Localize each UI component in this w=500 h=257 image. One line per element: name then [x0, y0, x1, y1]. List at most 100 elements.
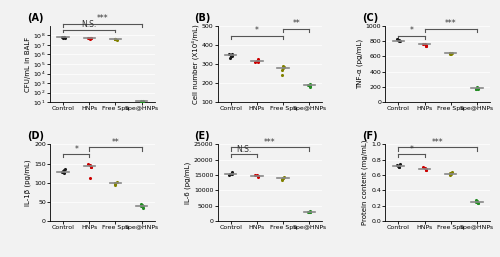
Point [86, 165, 94, 169]
Text: (D): (D) [27, 131, 44, 141]
Point [474, 199, 482, 203]
Point [254, 175, 262, 179]
Y-axis label: CFU/mL in BALF: CFU/mL in BALF [24, 36, 30, 92]
Point [278, 178, 286, 182]
Point [419, 165, 427, 169]
Y-axis label: TNF-α (pg/mL): TNF-α (pg/mL) [356, 39, 363, 89]
Point [58, 170, 66, 174]
Point [306, 82, 314, 86]
Point [113, 38, 121, 42]
Point [138, 99, 146, 104]
Point [86, 36, 94, 41]
Point [111, 181, 119, 186]
Text: **: ** [112, 138, 120, 147]
Y-axis label: Cell number (X10⁴/mL): Cell number (X10⁴/mL) [192, 24, 199, 104]
Y-axis label: IL-6 (pg/mL): IL-6 (pg/mL) [184, 162, 191, 204]
Text: ***: *** [264, 138, 276, 147]
Point [227, 54, 235, 58]
Point [58, 35, 66, 39]
Text: N.S.: N.S. [236, 145, 252, 154]
Point [138, 203, 146, 207]
Point [228, 170, 235, 174]
Point [472, 87, 480, 91]
Point [112, 182, 120, 187]
Point [254, 174, 262, 178]
Point [59, 169, 67, 173]
Point [86, 163, 94, 168]
Text: (F): (F) [362, 131, 378, 141]
Point [137, 202, 145, 206]
Point [59, 36, 67, 40]
Point [446, 172, 454, 176]
Point [395, 165, 403, 169]
Point [278, 177, 286, 181]
Point [60, 171, 68, 175]
Point [446, 50, 454, 54]
Point [419, 42, 427, 47]
Point [113, 180, 121, 184]
Point [394, 38, 402, 42]
Point [395, 38, 403, 42]
Point [254, 57, 262, 61]
Point [138, 98, 146, 103]
Point [278, 72, 286, 77]
Point [251, 173, 259, 177]
Point [306, 210, 314, 215]
Text: *: * [74, 145, 78, 154]
Point [421, 166, 429, 170]
Text: ***: *** [432, 138, 444, 147]
Point [138, 101, 146, 105]
Point [304, 83, 312, 87]
Point [446, 173, 454, 177]
Point [228, 171, 236, 175]
Point [138, 204, 146, 208]
Point [280, 175, 288, 179]
Text: (B): (B) [194, 13, 211, 23]
Point [228, 172, 235, 177]
Point [253, 173, 261, 177]
Point [136, 100, 144, 104]
Point [474, 86, 482, 90]
Point [251, 60, 259, 64]
Point [254, 59, 262, 63]
Point [226, 56, 234, 60]
Point [306, 84, 314, 88]
Point [446, 52, 454, 56]
Point [393, 38, 401, 42]
Point [228, 52, 236, 57]
Point [279, 66, 287, 70]
Point [60, 168, 68, 172]
Point [446, 51, 454, 55]
Point [228, 54, 235, 58]
Point [422, 43, 430, 48]
Point [278, 68, 286, 72]
Point [304, 210, 312, 214]
Point [396, 164, 404, 169]
Point [225, 173, 233, 177]
Point [446, 171, 454, 176]
Point [279, 176, 287, 180]
Point [422, 44, 430, 48]
Point [86, 36, 94, 40]
Point [448, 51, 456, 55]
Point [254, 174, 262, 178]
Point [84, 36, 92, 40]
Point [110, 36, 118, 41]
Text: *: * [255, 26, 259, 35]
Point [394, 164, 402, 168]
Point [304, 209, 312, 214]
Point [60, 35, 68, 39]
Point [422, 167, 430, 171]
Point [61, 167, 69, 171]
Point [446, 52, 454, 56]
Point [279, 176, 287, 180]
Point [422, 168, 430, 172]
Point [474, 200, 482, 205]
Y-axis label: IL-1β (pg/mL): IL-1β (pg/mL) [25, 159, 32, 206]
Point [304, 82, 312, 87]
Point [137, 99, 145, 103]
Point [61, 36, 69, 40]
Point [396, 39, 404, 43]
Text: ***: *** [445, 19, 456, 28]
Point [396, 162, 404, 166]
